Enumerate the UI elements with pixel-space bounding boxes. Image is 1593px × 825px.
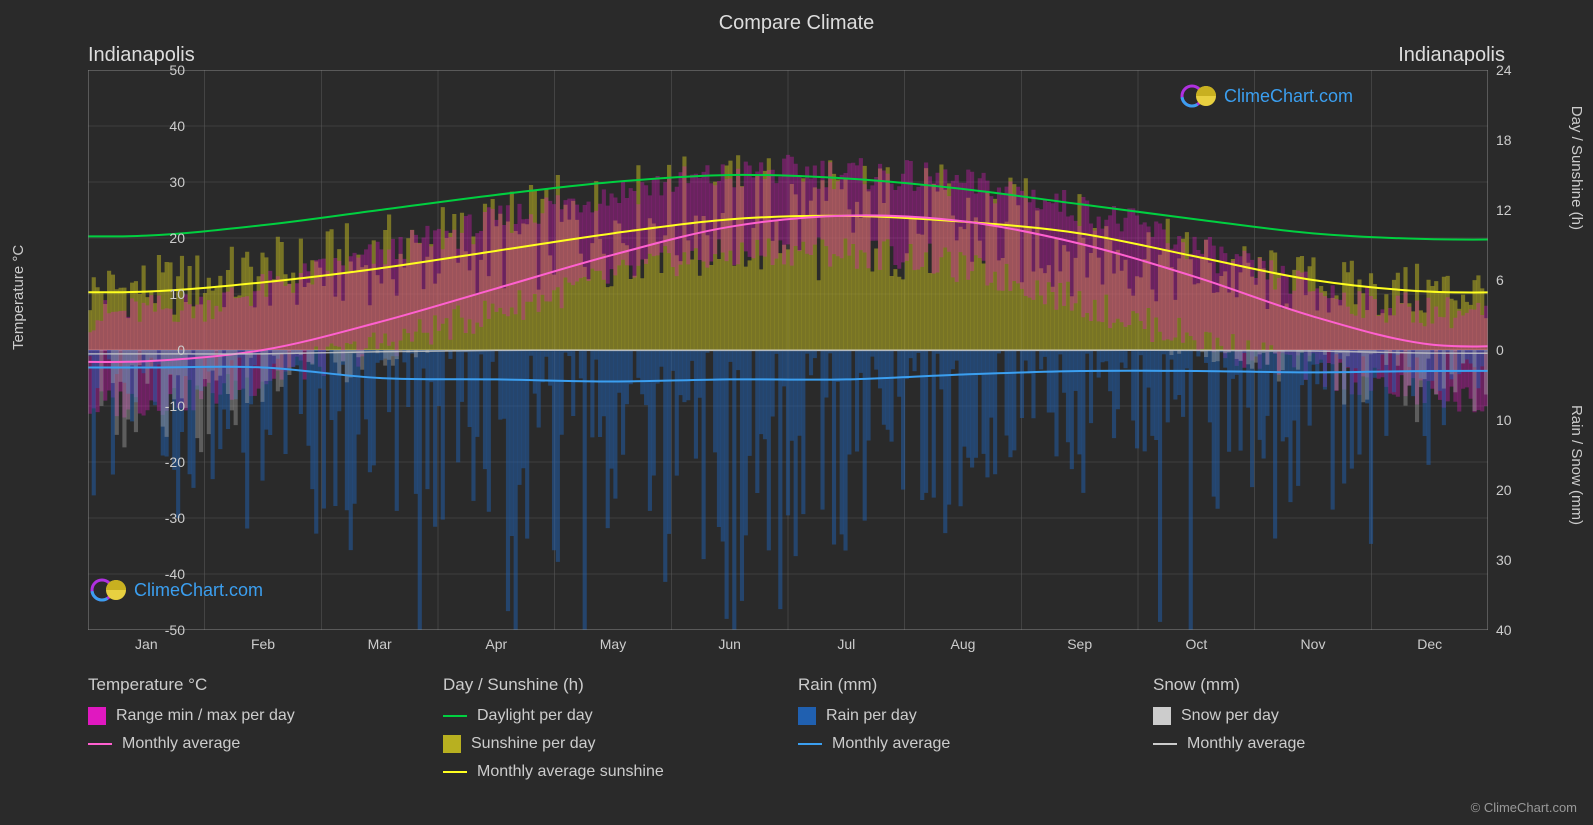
- legend-label: Daylight per day: [477, 707, 593, 725]
- legend-item: Monthly average sunshine: [443, 763, 778, 781]
- y-right-tick-day: 0: [1496, 342, 1504, 358]
- y-axis-right-label-rain: Rain / Snow (mm): [1568, 405, 1585, 525]
- legend-label: Snow per day: [1181, 707, 1279, 725]
- y-left-tick: -10: [165, 398, 185, 414]
- x-tick: Nov: [1301, 636, 1326, 652]
- x-tick: Apr: [485, 636, 507, 652]
- y-left-tick: 20: [169, 230, 185, 246]
- legend-label: Rain per day: [826, 707, 917, 725]
- legend-line-icon: [443, 715, 467, 717]
- legend-column: Rain (mm) Rain per day Monthly average: [798, 675, 1133, 791]
- legend-line-icon: [443, 771, 467, 773]
- legend-line-icon: [798, 743, 822, 745]
- legend-line-icon: [88, 743, 112, 745]
- watermark-text: ClimeChart.com: [1224, 86, 1353, 107]
- y-left-tick: 10: [169, 286, 185, 302]
- legend-item: Monthly average: [1153, 735, 1488, 753]
- x-tick: Aug: [951, 636, 976, 652]
- x-tick: Dec: [1417, 636, 1442, 652]
- y-left-tick: -50: [165, 622, 185, 638]
- y-left-tick: 40: [169, 118, 185, 134]
- legend-header: Rain (mm): [798, 675, 1133, 695]
- y-right-tick-rain: 10: [1496, 412, 1512, 428]
- legend-item: Daylight per day: [443, 707, 778, 725]
- y-left-tick: 30: [169, 174, 185, 190]
- legend-swatch-icon: [798, 707, 816, 725]
- legend-column: Snow (mm) Snow per day Monthly average: [1153, 675, 1488, 791]
- legend-swatch-icon: [1153, 707, 1171, 725]
- legend-label: Range min / max per day: [116, 707, 295, 725]
- legend: Temperature °C Range min / max per day Mon…: [88, 675, 1488, 791]
- x-tick: Jun: [718, 636, 741, 652]
- legend-line-icon: [1153, 743, 1177, 745]
- legend-item: Range min / max per day: [88, 707, 423, 725]
- y-right-tick-rain: 40: [1496, 622, 1512, 638]
- watermark: ClimeChart.com: [90, 576, 263, 604]
- legend-item: Sunshine per day: [443, 735, 778, 753]
- x-tick: Jul: [837, 636, 855, 652]
- y-right-tick-day: 12: [1496, 202, 1512, 218]
- x-tick: Oct: [1185, 636, 1207, 652]
- y-right-tick-rain: 20: [1496, 482, 1512, 498]
- legend-item: Snow per day: [1153, 707, 1488, 725]
- climate-chart-plot: [88, 70, 1488, 630]
- y-left-tick: -30: [165, 510, 185, 526]
- legend-item: Monthly average: [798, 735, 1133, 753]
- x-tick: Jan: [135, 636, 158, 652]
- y-left-tick: 50: [169, 62, 185, 78]
- y-right-tick-day: 6: [1496, 272, 1504, 288]
- legend-label: Monthly average: [1187, 735, 1305, 753]
- legend-column: Temperature °C Range min / max per day Mon…: [88, 675, 423, 791]
- legend-swatch-icon: [88, 707, 106, 725]
- y-axis-right-label-daylight: Day / Sunshine (h): [1568, 106, 1585, 230]
- x-tick: Sep: [1067, 636, 1092, 652]
- watermark: ClimeChart.com: [1180, 82, 1353, 110]
- y-right-tick-rain: 30: [1496, 552, 1512, 568]
- logo-icon: [1180, 82, 1220, 110]
- legend-label: Monthly average: [122, 735, 240, 753]
- watermark-text: ClimeChart.com: [134, 580, 263, 601]
- copyright-text: © ClimeChart.com: [1471, 800, 1577, 815]
- legend-label: Sunshine per day: [471, 735, 596, 753]
- y-right-tick-day: 24: [1496, 62, 1512, 78]
- legend-label: Monthly average: [832, 735, 950, 753]
- legend-column: Day / Sunshine (h) Daylight per day Sunshi…: [443, 675, 778, 791]
- legend-item: Monthly average: [88, 735, 423, 753]
- legend-item: Rain per day: [798, 707, 1133, 725]
- legend-label: Monthly average sunshine: [477, 763, 664, 781]
- x-tick: May: [600, 636, 626, 652]
- y-left-tick: -20: [165, 454, 185, 470]
- y-axis-left-label: Temperature °C: [10, 245, 27, 350]
- legend-swatch-icon: [443, 735, 461, 753]
- chart-title: Compare Climate: [0, 0, 1593, 35]
- legend-header: Day / Sunshine (h): [443, 675, 778, 695]
- y-left-tick: 0: [177, 342, 185, 358]
- legend-header: Snow (mm): [1153, 675, 1488, 695]
- y-right-tick-day: 18: [1496, 132, 1512, 148]
- legend-header: Temperature °C: [88, 675, 423, 695]
- x-tick: Mar: [368, 636, 392, 652]
- logo-icon: [90, 576, 130, 604]
- location-label-right: Indianapolis: [1398, 44, 1505, 67]
- x-tick: Feb: [251, 636, 275, 652]
